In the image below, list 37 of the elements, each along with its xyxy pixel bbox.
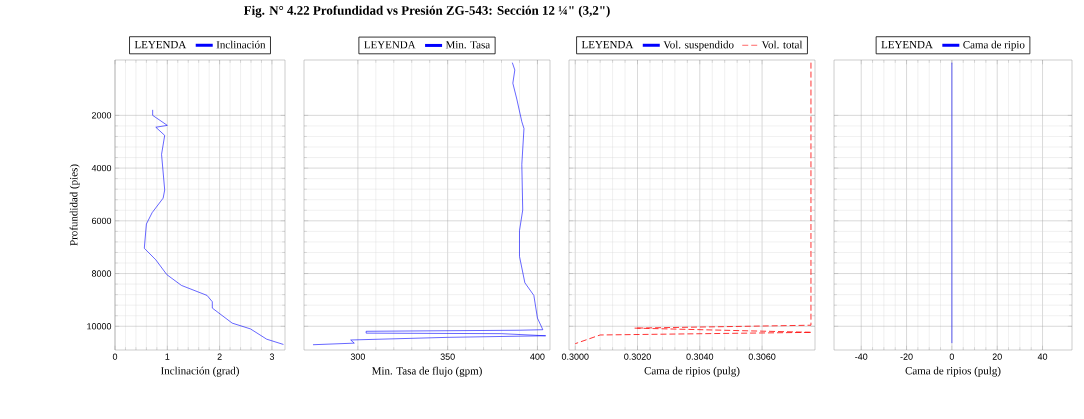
x-tick-label: 400: [530, 353, 545, 360]
x-axis-title: Inclinación (grad): [160, 366, 239, 377]
x-tick-label: 0: [949, 353, 955, 360]
x-axis-title: Cama de ripios (pulg): [905, 366, 1001, 377]
y-tick-label: 8000: [91, 270, 112, 277]
legend-label: Vol. total: [761, 40, 803, 49]
x-tick-label: 20: [992, 353, 1002, 360]
x-tick-label: 1: [165, 353, 170, 360]
x-tick-label: 350: [440, 353, 455, 360]
y-tick-label: 6000: [91, 217, 112, 224]
x-axis-title: Cama de ripios (pulg): [644, 366, 740, 377]
x-tick-label: 0.3040: [686, 353, 714, 360]
x-tick-label: 300: [350, 353, 366, 360]
x-tick-label: -40: [855, 353, 868, 360]
legend-title: LEYENDA: [581, 40, 634, 49]
legend-label: Min. Tasa: [445, 41, 491, 49]
legend-label: Cama de ripio: [963, 40, 1025, 51]
x-tick-label: 0.3020: [624, 353, 651, 360]
chart-title: Fig. N° 4.22 Profundidad vs Presión ZG-543: Sección 12 ¼" (3,2"): [243, 5, 610, 18]
x-tick-label: 40: [1037, 353, 1048, 360]
x-tick-label: 2: [217, 353, 222, 360]
legend-label: Inclinación: [216, 40, 266, 49]
x-tick-label: 0: [112, 353, 118, 360]
y-axis-title: Profundidad (pies): [69, 164, 80, 246]
legend-title: LEYENDA: [134, 40, 187, 49]
x-tick-label: 0.3060: [748, 353, 776, 360]
y-tick-label: 4000: [91, 164, 112, 172]
line-series: [144, 109, 284, 345]
legend-title: LEYENDA: [881, 40, 933, 49]
legend-label: Vol. suspendido: [663, 40, 734, 51]
y-tick-label: 2000: [91, 112, 112, 119]
x-tick-label: 0.3000: [561, 353, 589, 360]
x-tick-label: 3: [269, 353, 275, 360]
y-tick-label: 10000: [87, 323, 112, 330]
x-axis-title: Min. Tasa de flujo (gpm): [372, 366, 482, 377]
legend-title: LEYENDA: [364, 41, 416, 49]
x-tick-label: -20: [900, 353, 913, 360]
